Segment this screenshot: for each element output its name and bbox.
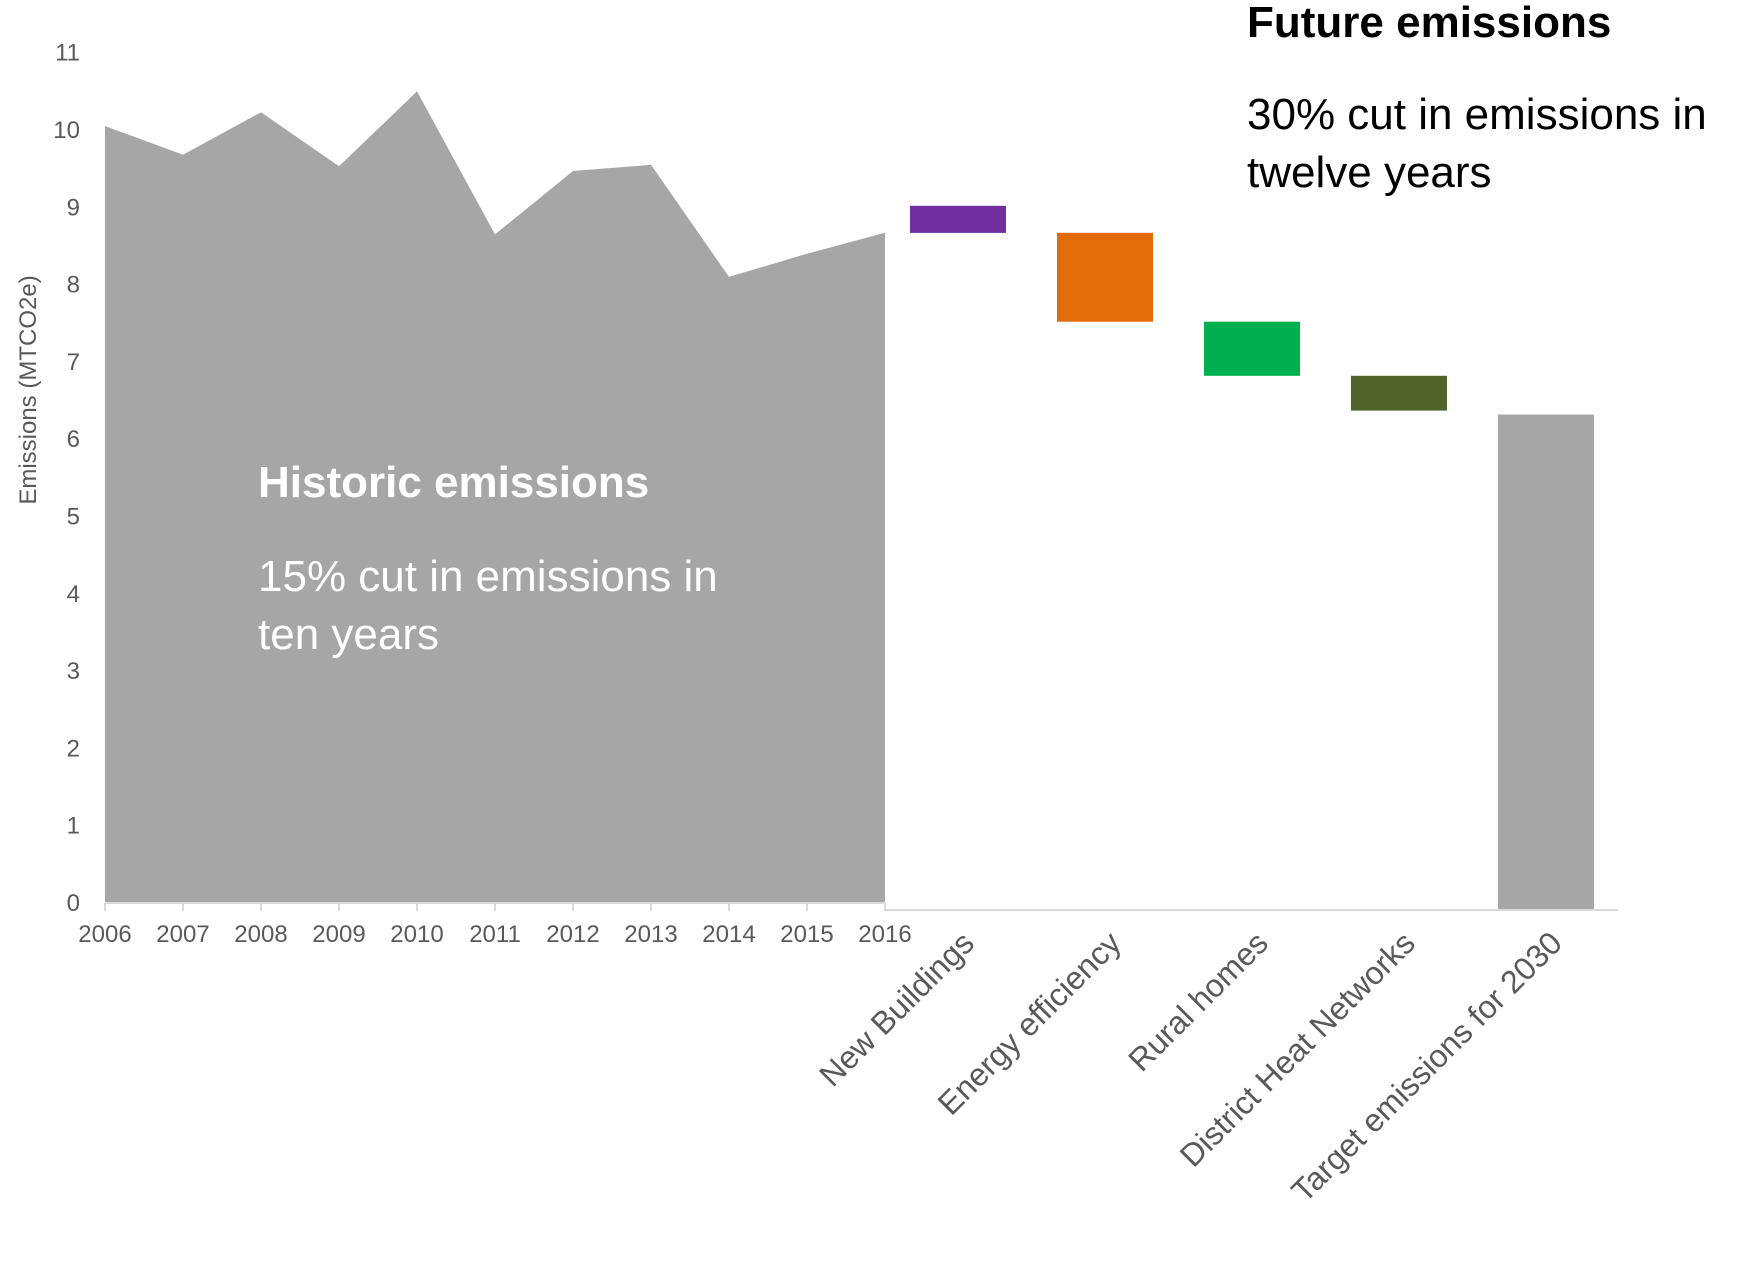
waterfall-category-label: District Heat Networks	[1173, 924, 1422, 1173]
x-tick-label: 2013	[624, 921, 677, 948]
waterfall-bar-layer	[910, 205, 1594, 910]
historic-annotation-body: 15% cut in emissions in ten years	[258, 548, 718, 664]
y-tick-label: 3	[67, 658, 80, 685]
waterfall-category-label: Rural homes	[1121, 924, 1275, 1078]
y-axis-title: Emissions (MTCO2e)	[15, 275, 42, 504]
y-tick-label: 9	[67, 194, 80, 221]
historic-annotation-line-2: ten years	[258, 610, 439, 659]
historic-emissions-area	[105, 91, 885, 903]
x-tick-label: 2012	[546, 921, 599, 948]
axis-layer	[104, 902, 1618, 911]
waterfall-bar-3	[1204, 321, 1300, 376]
x-tick-label: 2011	[469, 921, 521, 948]
future-annotation-body: 30% cut in emissions in twelve years	[1247, 86, 1707, 202]
y-tick-label: 11	[55, 40, 80, 67]
x-tick-label: 2010	[390, 921, 443, 948]
y-tick-label: 1	[67, 813, 80, 840]
y-tick-label: 10	[53, 117, 80, 144]
historic-area-layer	[105, 91, 885, 903]
future-annotation-title: Future emissions	[1247, 0, 1612, 47]
y-tick-label: 5	[67, 504, 80, 531]
y-tick-label: 8	[67, 272, 80, 299]
waterfall-category-label: New Buildings	[812, 924, 981, 1093]
waterfall-bar-2	[1057, 232, 1153, 322]
y-tick-label: 2	[67, 735, 80, 762]
waterfall-category-label: Target emissions for 2030	[1284, 924, 1569, 1209]
y-tick-label: 4	[67, 581, 80, 608]
y-tick-label: 7	[67, 349, 80, 376]
x-tick-label: 2007	[156, 921, 209, 948]
future-annotation-line-2: twelve years	[1247, 148, 1492, 197]
x-tick-label: 2015	[780, 921, 833, 948]
historic-annotation-line-1: 15% cut in emissions in	[258, 552, 718, 601]
historic-annotation-title: Historic emissions	[258, 458, 650, 507]
x-tick-label: 2008	[234, 921, 287, 948]
x-tick-label: 2014	[702, 921, 755, 948]
x-tick-label: 2006	[78, 921, 131, 948]
waterfall-bar-1	[910, 205, 1006, 233]
x-tick-label: 2016	[858, 921, 911, 948]
x-tick-label: 2009	[312, 921, 365, 948]
y-tick-label: 6	[67, 426, 80, 453]
waterfall-bar-5	[1498, 414, 1594, 910]
waterfall-bar-4	[1351, 375, 1447, 411]
y-tick-label: 0	[67, 890, 80, 917]
future-annotation-line-1: 30% cut in emissions in	[1247, 90, 1707, 139]
